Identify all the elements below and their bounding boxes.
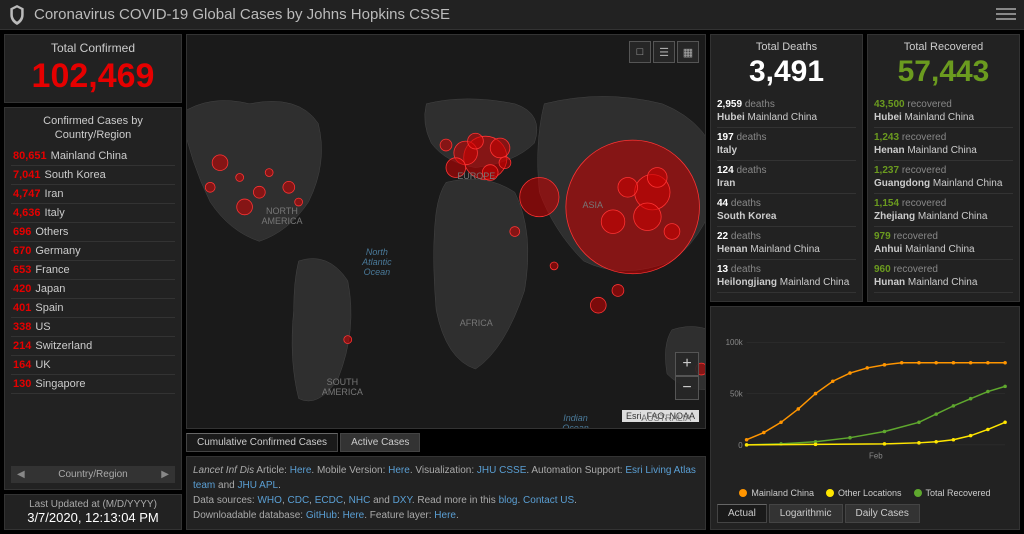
chevron-left-icon[interactable]: ◀	[17, 469, 25, 480]
case-row[interactable]: 214Switzerland	[11, 337, 175, 356]
case-row[interactable]: 338US	[11, 318, 175, 337]
bookmark-icon[interactable]: □	[629, 41, 651, 63]
stat-row[interactable]: 1,243 recoveredHenan Mainland China	[874, 128, 1013, 161]
confirmed-label: Total Confirmed	[11, 41, 175, 55]
case-row[interactable]: 7,041South Korea	[11, 166, 175, 185]
region-selector[interactable]: ◀ Country/Region ▶	[11, 466, 175, 483]
recovered-list[interactable]: 43,500 recoveredHubei Mainland China1,24…	[874, 95, 1013, 295]
chart-tabs: ActualLogarithmicDaily Cases	[717, 504, 1013, 523]
total-confirmed-panel: Total Confirmed 102,469	[4, 34, 182, 103]
timestamp-value: 3/7/2020, 12:13:04 PM	[9, 510, 177, 525]
confirmed-value: 102,469	[11, 57, 175, 96]
map-attribution: Esri, FAO, NOAA	[622, 410, 699, 422]
case-row[interactable]: 420Japan	[11, 280, 175, 299]
map-panel[interactable]: □ ☰ ▦ + − Esri, FAO, NOAA NORTHAMERICASO…	[186, 34, 706, 429]
main-layout: Total Confirmed 102,469 Confirmed Cases …	[0, 30, 1024, 534]
chart-tab[interactable]: Actual	[717, 504, 767, 523]
world-map[interactable]	[187, 35, 705, 428]
stat-row[interactable]: 197 deathsItaly	[717, 128, 856, 161]
zoom-in-button[interactable]: +	[675, 352, 699, 376]
case-row[interactable]: 4,636Italy	[11, 204, 175, 223]
svg-text:100k: 100k	[726, 338, 743, 347]
stat-row[interactable]: 12 deathsKing County, WA US	[717, 293, 856, 295]
cases-header: Confirmed Cases by Country/Region	[11, 114, 175, 143]
deaths-list[interactable]: 2,959 deathsHubei Mainland China197 deat…	[717, 95, 856, 295]
stat-row[interactable]: 124 deathsIran	[717, 161, 856, 194]
stat-row[interactable]: 960 recoveredHunan Mainland China	[874, 260, 1013, 293]
legend-item: Total Recovered	[914, 488, 991, 498]
svg-text:50k: 50k	[730, 390, 743, 399]
map-tab[interactable]: Active Cases	[340, 433, 420, 452]
case-row[interactable]: 696Others	[11, 223, 175, 242]
deaths-panel: Total Deaths 3,491 2,959 deathsHubei Mai…	[710, 34, 863, 302]
timestamp-label: Last Updated at (M/D/YYYY)	[9, 499, 177, 510]
recovered-value: 57,443	[874, 55, 1013, 89]
info-panel: Lancet Inf Dis Article: Here. Mobile Ver…	[186, 456, 706, 530]
cases-panel: Confirmed Cases by Country/Region 80,651…	[4, 107, 182, 490]
chart-panel: 0 50k 100k Feb Mainland China Other Location…	[710, 306, 1020, 530]
case-row[interactable]: 130Singapore	[11, 375, 175, 394]
map-tabs: Cumulative Confirmed CasesActive Cases	[186, 433, 706, 452]
stat-row[interactable]: 979 recoveredAnhui Mainland China	[874, 227, 1013, 260]
app-title: Coronavirus COVID-19 Global Cases by Joh…	[34, 6, 996, 23]
case-row[interactable]: 653France	[11, 261, 175, 280]
map-tab[interactable]: Cumulative Confirmed Cases	[186, 433, 338, 452]
map-toolbar: □ ☰ ▦	[629, 41, 699, 63]
timeseries-chart: 0 50k 100k Feb	[717, 313, 1013, 484]
stat-row[interactable]: 1,154 recoveredZhejiang Mainland China	[874, 194, 1013, 227]
recovered-panel: Total Recovered 57,443 43,500 recoveredH…	[867, 34, 1020, 302]
legend-item: Other Locations	[826, 488, 902, 498]
list-icon[interactable]: ☰	[653, 41, 675, 63]
menu-icon[interactable]	[996, 5, 1016, 25]
jhu-logo	[8, 5, 26, 25]
deaths-value: 3,491	[717, 55, 856, 89]
grid-icon[interactable]: ▦	[677, 41, 699, 63]
chart-tab[interactable]: Daily Cases	[845, 504, 920, 523]
chart-tab[interactable]: Logarithmic	[769, 504, 843, 523]
app-header: Coronavirus COVID-19 Global Cases by Joh…	[0, 0, 1024, 30]
timestamp-panel: Last Updated at (M/D/YYYY) 3/7/2020, 12:…	[4, 494, 182, 530]
stat-row[interactable]: 13 deathsHeilongjiang Mainland China	[717, 260, 856, 293]
zoom-out-button[interactable]: −	[675, 376, 699, 400]
stat-row[interactable]: 1,237 recoveredGuangdong Mainland China	[874, 161, 1013, 194]
stat-row[interactable]: 43,500 recoveredHubei Mainland China	[874, 95, 1013, 128]
deaths-label: Total Deaths	[717, 41, 856, 53]
case-row[interactable]: 4,747Iran	[11, 185, 175, 204]
svg-text:Feb: Feb	[869, 452, 883, 461]
cases-list[interactable]: 80,651Mainland China7,041South Korea4,74…	[11, 147, 175, 463]
stat-row[interactable]: 44 deathsSouth Korea	[717, 194, 856, 227]
legend-item: Mainland China	[739, 488, 814, 498]
case-row[interactable]: 401Spain	[11, 299, 175, 318]
case-row[interactable]: 670Germany	[11, 242, 175, 261]
stat-row[interactable]: 2,959 deathsHubei Mainland China	[717, 95, 856, 128]
zoom-controls: + −	[675, 352, 699, 400]
svg-text:0: 0	[738, 441, 743, 450]
chevron-right-icon[interactable]: ▶	[161, 469, 169, 480]
stat-row[interactable]: 22 deathsHenan Mainland China	[717, 227, 856, 260]
chart-legend: Mainland China Other Locations Total Recov…	[717, 484, 1013, 502]
case-row[interactable]: 80,651Mainland China	[11, 147, 175, 166]
stat-row[interactable]: 916 recoveredJiangxi Mainland China	[874, 293, 1013, 295]
case-row[interactable]: 164UK	[11, 356, 175, 375]
recovered-label: Total Recovered	[874, 41, 1013, 53]
